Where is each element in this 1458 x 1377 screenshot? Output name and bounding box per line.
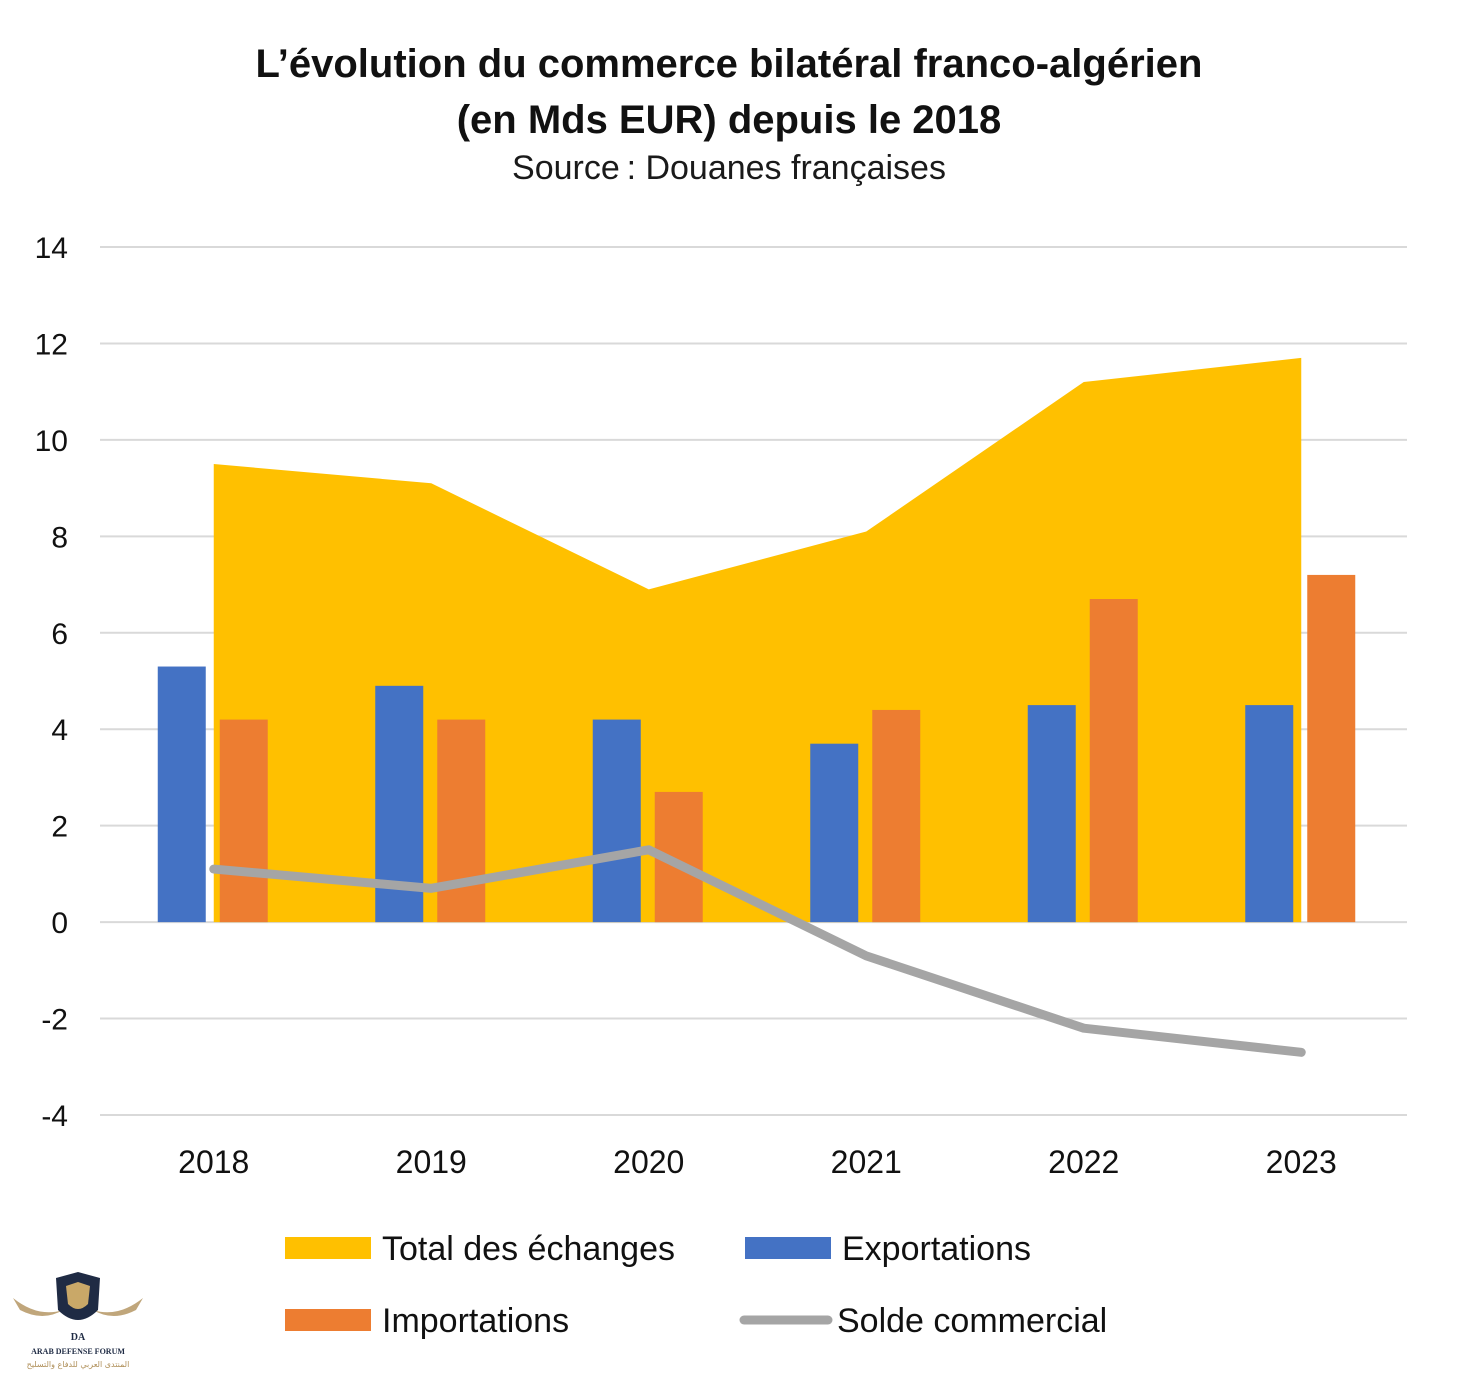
bar-series xyxy=(157,574,1356,923)
y-tick-label: 8 xyxy=(51,521,68,554)
bar-importations xyxy=(872,709,921,923)
y-tick-label: 2 xyxy=(51,811,68,844)
legend-label: Importations xyxy=(382,1302,569,1340)
legend-swatch xyxy=(745,1237,831,1259)
y-tick-label: -2 xyxy=(41,1004,68,1037)
bar-exportations xyxy=(1245,705,1294,923)
bar-importations xyxy=(437,719,486,923)
line-series xyxy=(209,845,1306,1057)
bar-exportations xyxy=(810,743,859,923)
bar-exportations xyxy=(1027,705,1076,923)
x-tick-label: 2023 xyxy=(1266,1144,1337,1180)
y-tick-label: 14 xyxy=(35,232,68,265)
x-tick-label: 2020 xyxy=(613,1144,684,1180)
bar-exportations xyxy=(592,719,641,923)
legend-label: Total des échanges xyxy=(382,1230,675,1268)
bar-importations xyxy=(1307,574,1356,923)
svg-text:ARAB DEFENSE FORUM: ARAB DEFENSE FORUM xyxy=(31,1347,125,1356)
svg-text:المنتدى العربي للدفاع والتسليح: المنتدى العربي للدفاع والتسليح xyxy=(27,1360,130,1369)
svg-text:DA: DA xyxy=(71,1332,86,1343)
legend-swatch xyxy=(285,1237,371,1259)
legend-swatch xyxy=(285,1309,371,1331)
y-tick-label: 12 xyxy=(35,328,68,361)
legend-label: Solde commercial xyxy=(837,1302,1107,1340)
legend-label: Exportations xyxy=(842,1230,1031,1268)
y-tick-label: 4 xyxy=(51,714,68,747)
y-tick-label: -4 xyxy=(41,1100,68,1133)
y-tick-label: 0 xyxy=(51,907,68,940)
bar-exportations xyxy=(157,666,206,923)
legend: Total des échanges Exportations Importatio… xyxy=(285,1230,1107,1340)
x-tick-label: 2022 xyxy=(1048,1144,1119,1180)
bar-importations xyxy=(1089,599,1138,923)
arab-defense-forum-watermark-logo: DA ARAB DEFENSE FORUM المنتدى العربي للد… xyxy=(13,1272,143,1369)
x-tick-label: 2019 xyxy=(396,1144,467,1180)
line-solde-commercial xyxy=(209,845,1306,1057)
y-tick-label: 10 xyxy=(35,425,68,458)
chart-title: L’évolution du commerce bilatéral franco… xyxy=(255,42,1203,86)
x-tick-label: 2018 xyxy=(178,1144,249,1180)
x-tick-label: 2021 xyxy=(831,1144,902,1180)
y-axis-ticks: 14 12 10 8 6 4 2 0 -2 -4 xyxy=(35,232,68,1133)
bar-importations xyxy=(219,719,268,923)
x-axis-ticks: 2018 2019 2020 2021 2022 2023 xyxy=(178,1144,1337,1180)
y-tick-label: 6 xyxy=(51,618,68,651)
chart-subtitle: Source : Douanes françaises xyxy=(512,149,946,187)
chart-title-line2: (en Mds EUR) depuis le 2018 xyxy=(456,98,1002,142)
